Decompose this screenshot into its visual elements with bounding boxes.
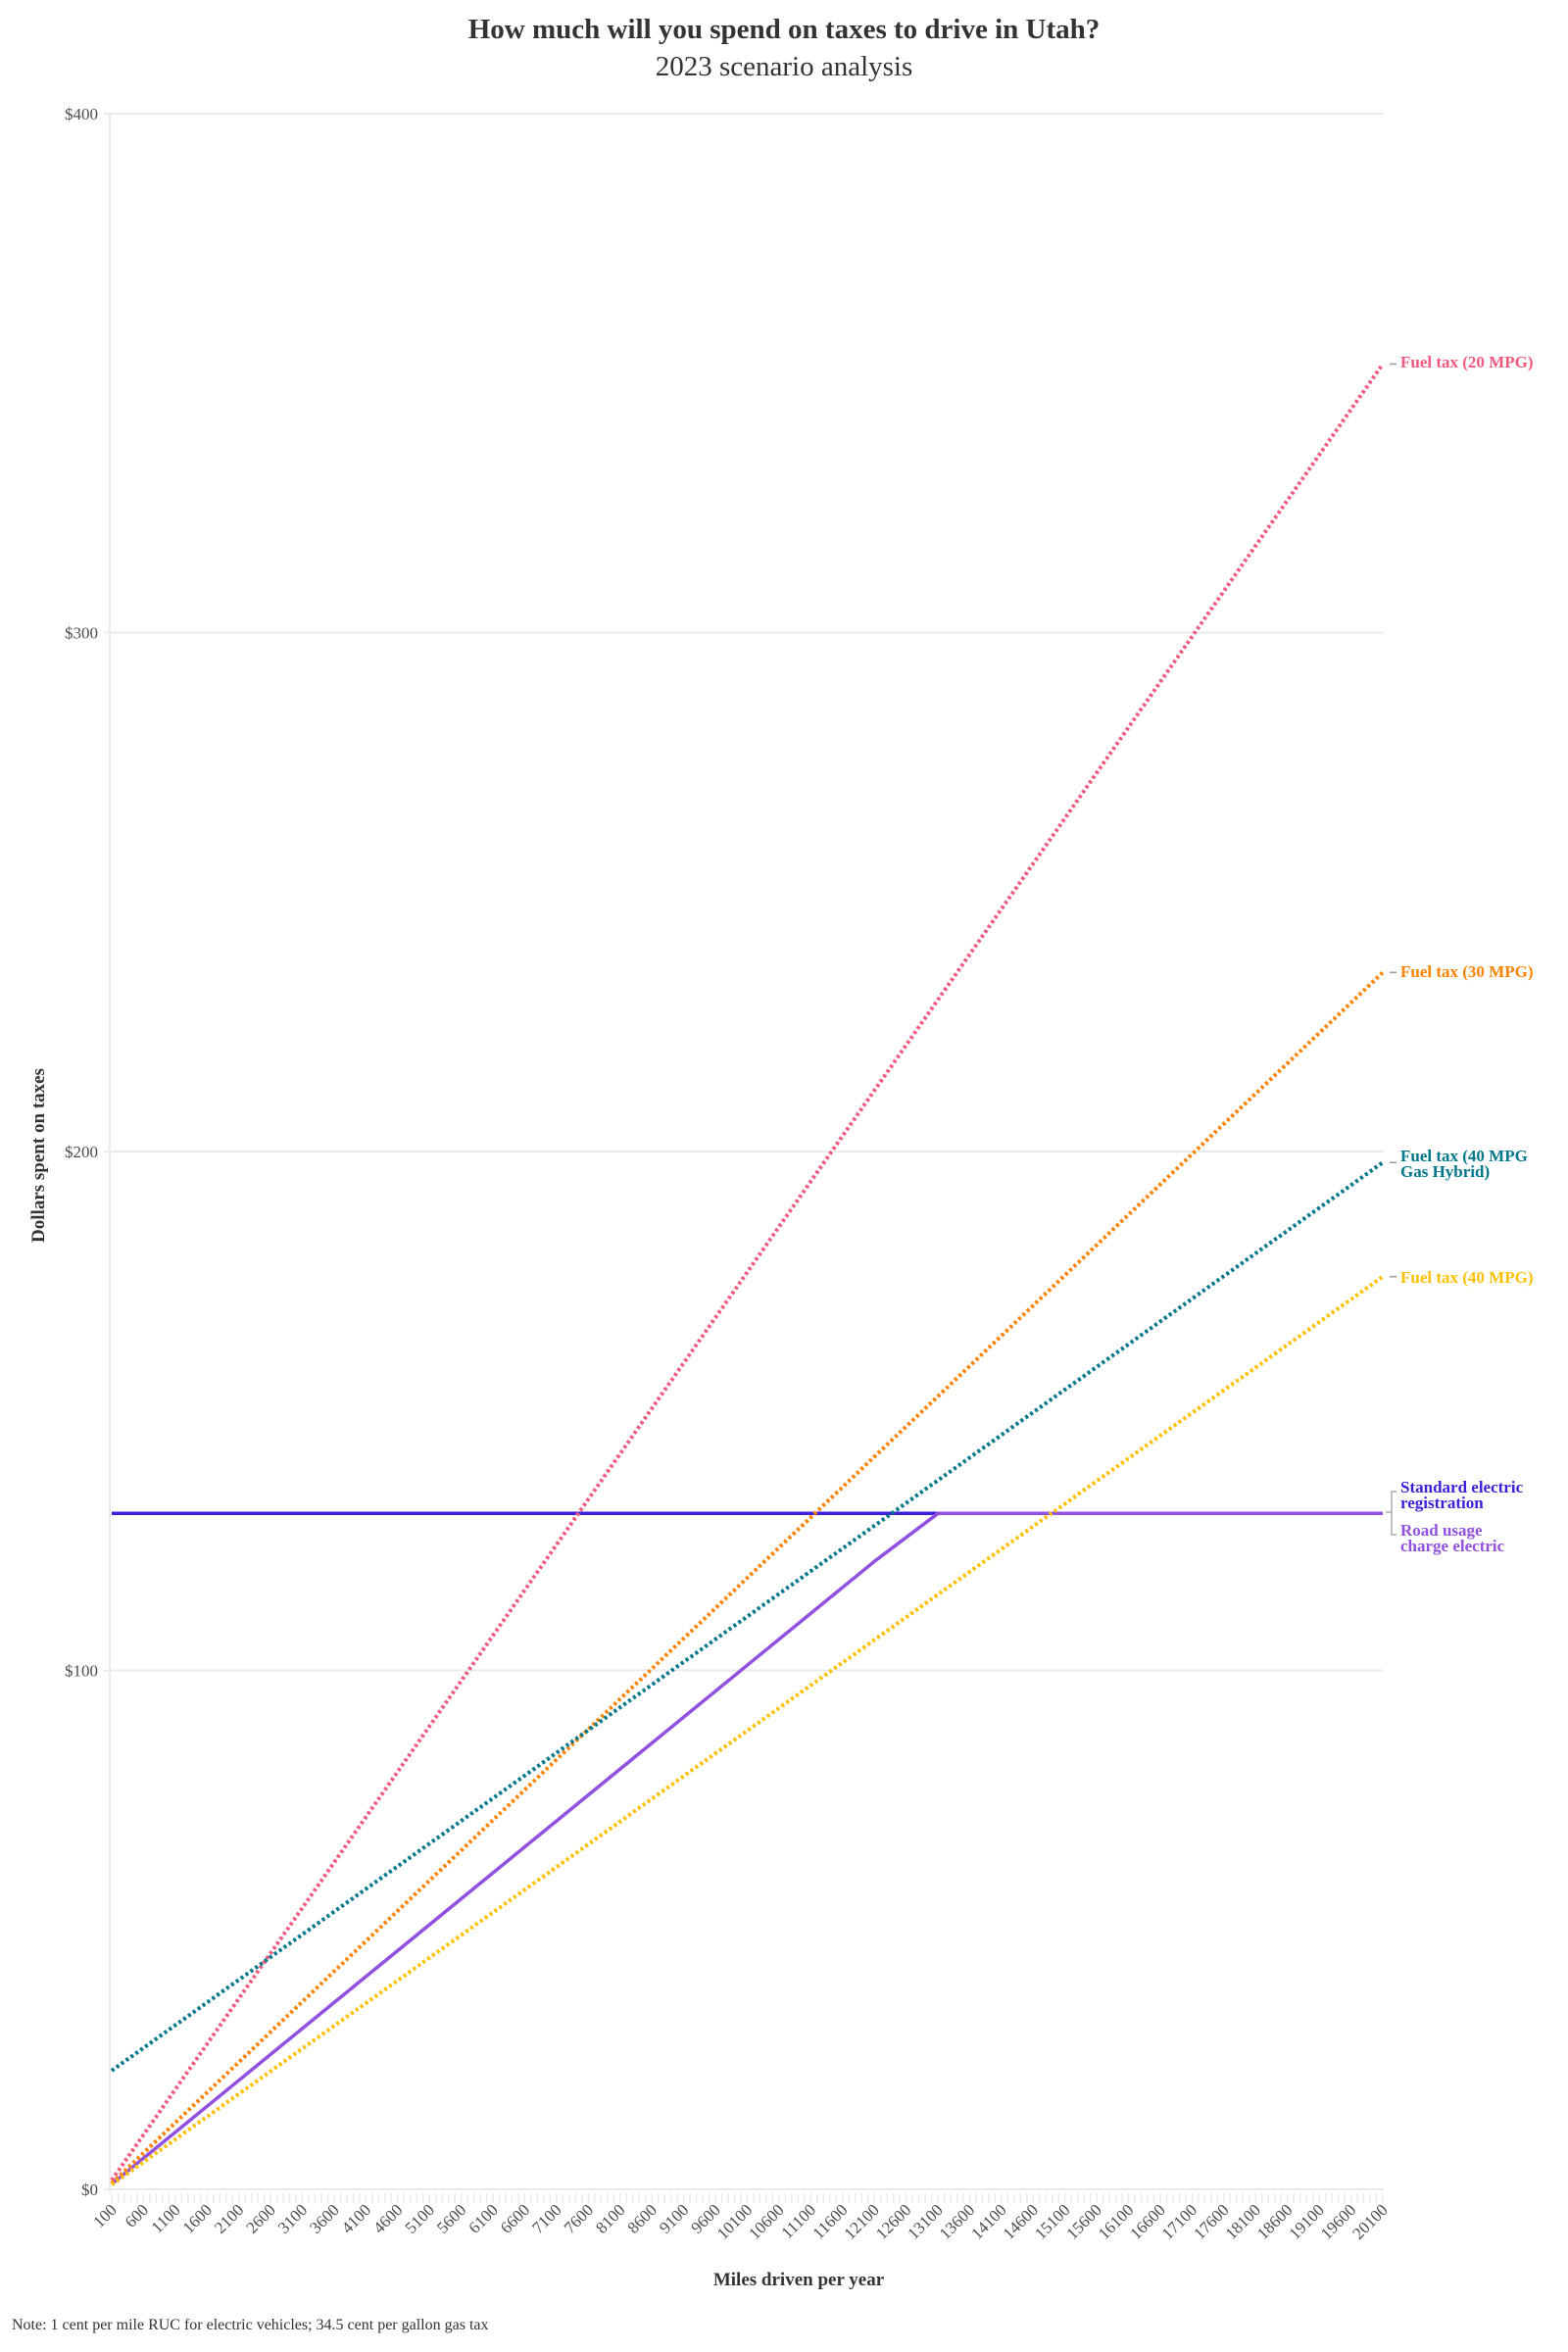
label-leaders: [1386, 363, 1396, 1536]
series-line-mpg20: [110, 363, 1385, 2181]
series-lines: [110, 363, 1385, 2186]
x-tick-label: 18100: [1222, 2200, 1264, 2242]
y-axis-ticks: $0 $100 $200 $300 $400: [65, 105, 98, 2199]
x-tick-label: 2600: [242, 2200, 278, 2236]
gridlines: [104, 113, 1384, 2193]
x-tick-label: 8600: [624, 2200, 661, 2236]
y-axis-label: Dollars spent on taxes: [28, 1068, 49, 1243]
chart-subtitle: 2023 scenario analysis: [655, 51, 913, 82]
label-standard-electric-registration: Standard electric registration: [1400, 1478, 1524, 1512]
x-tick-label: 18600: [1253, 2200, 1296, 2242]
x-tick-label: 8100: [592, 2200, 628, 2236]
label-fuel-tax-20mpg: Fuel tax (20 MPG): [1400, 353, 1534, 371]
y-tick-label: $400: [65, 105, 98, 123]
label-fuel-tax-40mpg: Fuel tax (40 MPG): [1400, 1268, 1534, 1287]
x-tick-label: 15600: [1063, 2200, 1105, 2242]
x-tick-label: 11600: [809, 2200, 852, 2242]
x-tick-label: 13600: [936, 2200, 978, 2242]
y-tick-label: $200: [65, 1143, 98, 1161]
x-tick-label: 12600: [872, 2200, 914, 2242]
x-tick-label: 13100: [904, 2200, 946, 2242]
series-line-mpg30: [110, 970, 1385, 2185]
x-tick-label: 11100: [778, 2200, 820, 2242]
y-tick-label: $300: [65, 624, 98, 643]
x-tick-label: 19600: [1317, 2200, 1359, 2242]
x-tick-label: 1600: [179, 2200, 216, 2236]
x-tick-label: 16100: [1095, 2200, 1137, 2242]
x-axis-label: Miles driven per year: [712, 2270, 885, 2290]
x-tick-label: 20100: [1348, 2200, 1391, 2242]
x-tick-label: 4100: [338, 2200, 374, 2236]
x-tick-label: 2100: [211, 2200, 247, 2236]
label-fuel-tax-40mpg-hybrid: Fuel tax (40 MPG Gas Hybrid): [1400, 1147, 1528, 1181]
x-tick-label: 15100: [1031, 2200, 1073, 2242]
x-tick-label: 14100: [967, 2200, 1009, 2242]
x-tick-label: 19100: [1285, 2200, 1327, 2242]
x-tick-label: 9100: [656, 2200, 692, 2236]
series-line-ruc: [110, 1511, 1383, 2186]
x-tick-label: 600: [122, 2200, 152, 2230]
x-tick-label: 4600: [369, 2200, 406, 2236]
x-tick-label: 17600: [1190, 2200, 1232, 2242]
x-tick-label: 6600: [497, 2200, 533, 2236]
x-tick-label: 14600: [1000, 2200, 1042, 2242]
x-tick-label: 6100: [465, 2200, 501, 2236]
x-tick-label: 100: [89, 2200, 120, 2230]
y-tick-label: $0: [81, 2180, 98, 2199]
x-tick-label: 5600: [433, 2200, 469, 2236]
x-tick-label: 7100: [528, 2200, 564, 2236]
chart-title: How much will you spend on taxes to driv…: [467, 14, 1101, 45]
x-tick-label: 3100: [274, 2200, 311, 2236]
label-fuel-tax-30mpg: Fuel tax (30 MPG): [1400, 962, 1534, 981]
x-tick-label: 17100: [1158, 2200, 1200, 2242]
x-tick-label: 10100: [713, 2200, 756, 2242]
label-road-usage-charge: Road usage charge electric: [1400, 1521, 1505, 1555]
x-tick-label: 7600: [561, 2200, 597, 2236]
x-tick-label: 16600: [1126, 2200, 1168, 2242]
y-tick-label: $100: [65, 1662, 98, 1681]
footnote: Note: 1 cent per mile RUC for electric v…: [12, 2317, 489, 2333]
ev-label-bracket: [1391, 1491, 1396, 1536]
x-axis-ticks: 100 6001100160021002600310036004100460051…: [89, 2193, 1392, 2243]
x-tick-label: 12100: [841, 2200, 883, 2242]
x-tick-label: 3600: [306, 2200, 342, 2236]
x-tick-label: 1100: [148, 2200, 184, 2236]
x-tick-label: 10600: [745, 2200, 787, 2242]
x-tick-label: 5100: [402, 2200, 438, 2236]
series-line-hybrid: [110, 1160, 1385, 2073]
series-line-mpg40: [110, 1275, 1385, 2186]
